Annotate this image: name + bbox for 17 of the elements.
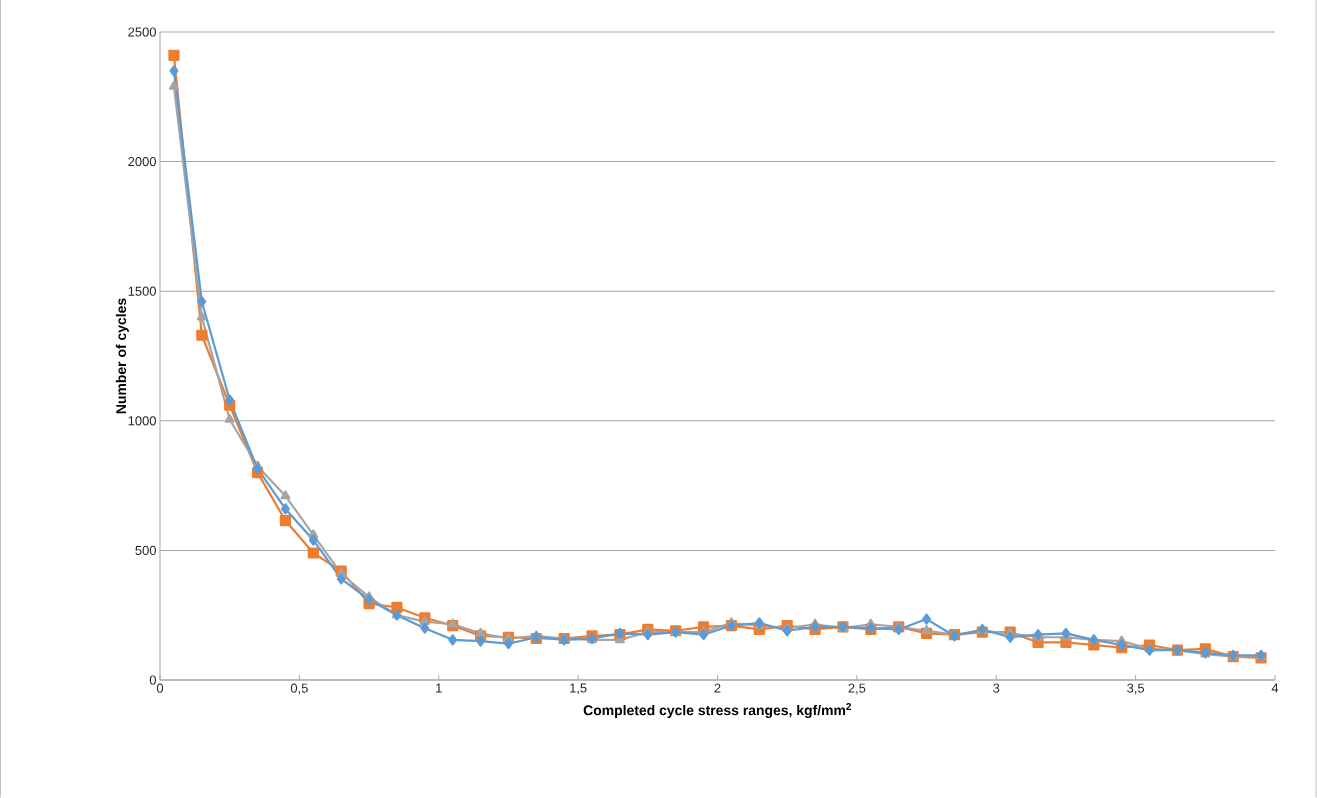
y-tick-label: 1000 (128, 416, 156, 426)
y-tick-label: 1500 (128, 286, 156, 296)
x-tick-label: 2,5 (848, 683, 866, 695)
x-tick-label: 1,5 (570, 683, 587, 695)
x-tick-label: 1 (436, 683, 442, 693)
y-axis-title: Number of cycles (115, 298, 129, 414)
y-tick-label: 500 (135, 545, 156, 555)
x-tick-label: 3,5 (1127, 683, 1145, 695)
x-tick-label: 3 (993, 683, 1000, 693)
x-tick-label: 0 (156, 683, 164, 693)
y-tick-label: 2000 (128, 157, 156, 167)
x-axis-title: Completed cycle stress ranges, kgf/mm$^{2}$ (583, 703, 851, 719)
x-tick-label: 4 (1271, 683, 1279, 693)
x-tick-label: 0,5 (290, 683, 308, 695)
x-tick-label: 2 (714, 683, 721, 693)
y-tick-label: 2500 (128, 27, 156, 37)
y-tick-label: 0 (149, 675, 156, 685)
